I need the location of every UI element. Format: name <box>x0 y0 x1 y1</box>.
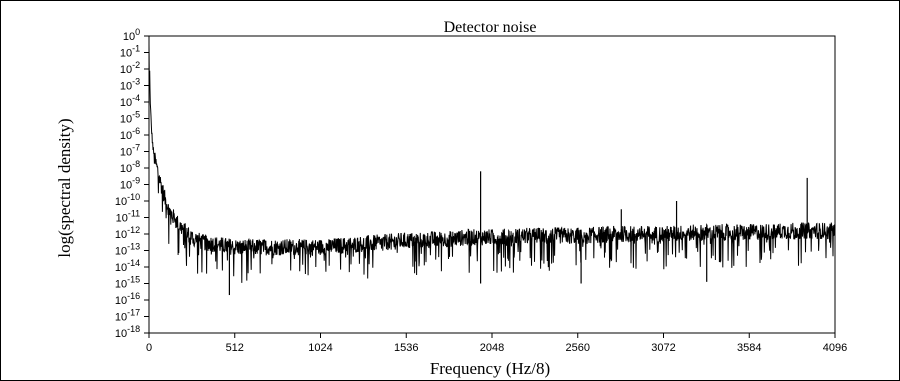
y-tick-label: 10-9 <box>120 176 142 192</box>
y-tick-label: 10-7 <box>120 143 142 159</box>
y-tick-label: 10-3 <box>120 77 142 93</box>
y-tick-label: 10-17 <box>115 308 142 324</box>
x-axis-title: Frequency (Hz/8) <box>430 359 550 378</box>
y-tick-label: 10-4 <box>120 93 142 109</box>
chart-title: Detector noise <box>444 19 537 36</box>
y-tick-label: 10-13 <box>115 242 142 258</box>
y-axis-title: log(spectral density) <box>55 118 74 257</box>
y-tick-label: 10-5 <box>120 110 142 126</box>
y-tick-label: 10-6 <box>120 126 142 142</box>
noise-trace <box>148 44 836 283</box>
x-tick-label: 3584 <box>737 342 761 354</box>
plot-area: 0 512 1024 1536 2048 2560 3072 3584 4096 100 10-1… <box>115 27 847 354</box>
x-tick-label: 1024 <box>308 342 332 354</box>
y-tick-label: 10-18 <box>115 324 142 340</box>
y-tick-label: 10-1 <box>120 44 142 60</box>
y-tick-label: 10-16 <box>115 291 142 307</box>
y-tick-label: 10-11 <box>116 209 142 225</box>
x-tick-label: 4096 <box>823 342 847 354</box>
y-tick-label: 10-8 <box>120 159 142 175</box>
y-tick-label: 10-14 <box>115 258 142 274</box>
y-tick-label: 10-15 <box>115 275 142 291</box>
y-tick-label: 10-2 <box>120 60 142 76</box>
x-tick-label: 1536 <box>394 342 418 354</box>
y-tick-label: 10-10 <box>115 192 142 208</box>
y-tick-label: 10-12 <box>115 225 142 241</box>
x-tick-label: 2048 <box>480 342 504 354</box>
y-tick-label: 100 <box>123 27 142 43</box>
x-tick-label: 0 <box>146 342 152 354</box>
x-tick-label: 2560 <box>566 342 590 354</box>
x-tick-label: 512 <box>226 342 244 354</box>
x-tick-label: 3072 <box>651 342 675 354</box>
